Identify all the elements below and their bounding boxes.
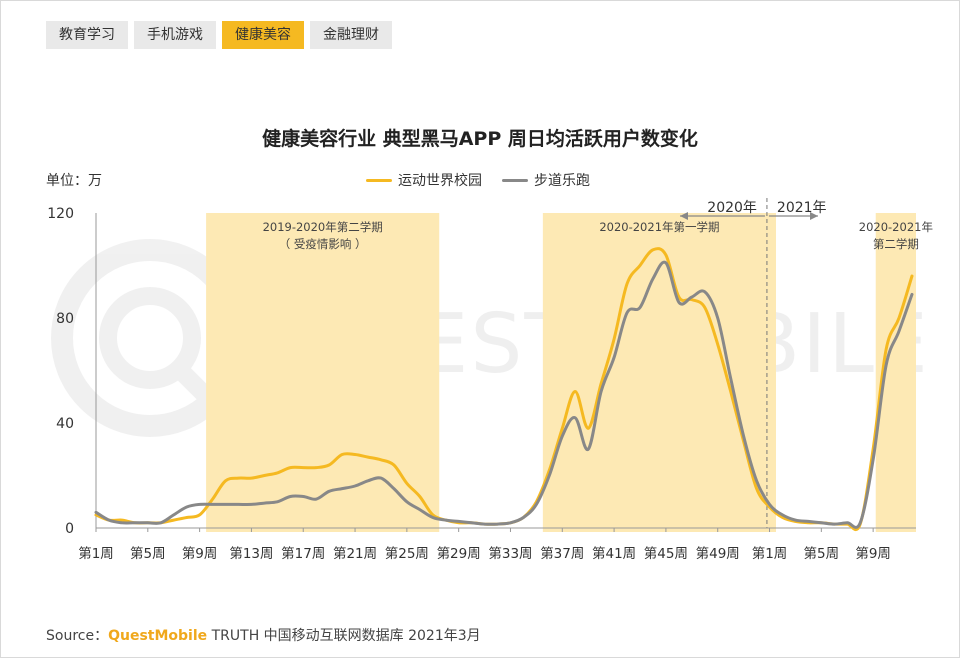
watermark: QUEST MOBILE — [51, 239, 928, 437]
tab-finance[interactable]: 金融理财 — [310, 21, 392, 49]
tab-health-beauty[interactable]: 健康美容 — [222, 21, 304, 49]
x-tick-label-13: 第1周 — [752, 545, 788, 562]
x-tick-label-11: 第45周 — [644, 545, 688, 562]
legend-item-series1: 运动世界校园 — [366, 170, 482, 190]
y-tick-label-0: 0 — [65, 521, 74, 537]
source-brand: QuestMobile — [108, 628, 208, 644]
x-tick-label-8: 第33周 — [488, 545, 532, 562]
x-tick-label-15: 第9周 — [855, 545, 891, 562]
year-label-left: 2020年 — [707, 200, 757, 216]
legend-swatch-series2 — [502, 178, 528, 182]
year-arrowhead-left — [680, 212, 688, 220]
chart-legend: 运动世界校园 步道乐跑 — [366, 170, 590, 190]
x-tick-label-7: 第29周 — [437, 545, 481, 562]
year-label-right: 2021年 — [777, 200, 827, 216]
legend-label-series1: 运动世界校园 — [398, 173, 482, 189]
y-tick-label-2: 80 — [56, 311, 74, 327]
legend-swatch-series1 — [366, 178, 392, 182]
y-axis-unit: 单位：万 — [46, 173, 102, 189]
x-tick-label-12: 第49周 — [696, 545, 740, 562]
watermark-logo-inner — [99, 287, 201, 389]
x-tick-label-2: 第9周 — [182, 545, 218, 562]
source-rest: TRUTH 中国移动互联网数据库 2021年3月 — [211, 628, 481, 644]
x-tick-label-1: 第5周 — [130, 545, 166, 562]
period-band-label-0: 2019-2020年第二学期 — [263, 220, 383, 234]
period-band-label-1: 2020-2021年第一学期 — [599, 220, 719, 234]
x-tick-label-5: 第21周 — [333, 545, 377, 562]
x-tick-label-6: 第25周 — [385, 545, 429, 562]
chart-title: 健康美容行业 典型黑马APP 周日均活跃用户数变化 — [262, 128, 698, 150]
period-band-sublabel-2: 第二学期 — [873, 237, 919, 251]
period-band-label-2: 2020-2021年 — [859, 220, 933, 234]
series-line-1 — [94, 260, 914, 529]
period-band-sublabel-0: （ 受疫情影响 ） — [279, 237, 367, 251]
y-tick-label-1: 40 — [56, 416, 74, 432]
x-tick-label-0: 第1周 — [78, 545, 114, 562]
source-prefix: Source： — [46, 628, 109, 644]
x-tick-label-10: 第41周 — [592, 545, 636, 562]
x-tick-label-3: 第13周 — [229, 545, 273, 562]
year-arrowhead-right — [810, 212, 818, 220]
period-band-1 — [542, 213, 776, 532]
source-note: Source：QuestMobile TRUTH 中国移动互联网数据库 2021… — [46, 625, 481, 645]
category-tabs: 教育学习 手机游戏 健康美容 金融理财 — [46, 21, 392, 49]
tab-education[interactable]: 教育学习 — [46, 21, 128, 49]
tab-mobile-games[interactable]: 手机游戏 — [134, 21, 216, 49]
x-tick-label-14: 第5周 — [804, 545, 840, 562]
period-band-0 — [206, 213, 440, 532]
y-tick-label-3: 120 — [47, 206, 74, 222]
legend-item-series2: 步道乐跑 — [502, 170, 590, 190]
x-tick-label-4: 第17周 — [281, 545, 325, 562]
legend-label-series2: 步道乐跑 — [534, 173, 590, 189]
x-tick-label-9: 第37周 — [540, 545, 584, 562]
